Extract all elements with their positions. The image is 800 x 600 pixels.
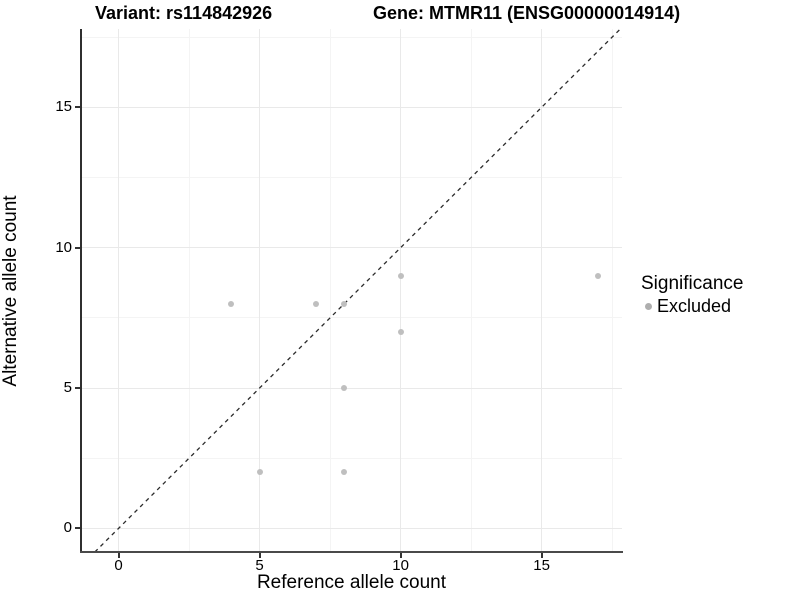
plot-title-variant: Variant: rs114842926 <box>95 3 273 23</box>
x-tick-mark <box>117 553 120 558</box>
x-tick-label: 5 <box>255 557 264 574</box>
legend-item: Excluded <box>641 296 799 316</box>
plot-panel <box>81 28 622 553</box>
data-point <box>341 469 348 476</box>
gridline-major-horizontal <box>81 387 622 389</box>
gridline-minor-vertical <box>329 29 331 552</box>
y-tick-label: 15 <box>55 98 72 116</box>
gridline-minor-vertical <box>188 29 190 552</box>
y-tick-mark <box>75 387 80 390</box>
x-axis-line <box>80 551 623 553</box>
gridline-major-vertical <box>541 29 543 552</box>
data-point <box>397 272 404 279</box>
data-point <box>341 385 348 392</box>
x-tick-label: 0 <box>114 557 123 574</box>
gridline-major-vertical <box>118 29 119 552</box>
gridline-minor-horizontal <box>81 36 622 38</box>
y-tick-label: 0 <box>63 519 72 537</box>
x-tick-mark <box>540 553 543 558</box>
legend-key-dot <box>645 302 652 310</box>
gridline-major-horizontal <box>81 106 622 108</box>
data-point <box>595 272 602 279</box>
y-tick-mark <box>75 527 80 530</box>
legend: Significance Excluded <box>641 272 799 316</box>
gridline-minor-vertical <box>611 29 613 552</box>
data-point <box>341 300 348 307</box>
legend-title: Significance <box>641 273 744 294</box>
x-tick-mark <box>258 553 261 558</box>
y-tick-label: 10 <box>55 238 72 256</box>
y-tick-mark <box>75 246 80 249</box>
identity-line <box>94 28 621 553</box>
x-tick-mark <box>399 553 402 558</box>
x-tick-label: 10 <box>392 557 409 574</box>
gridline-major-horizontal <box>81 527 622 529</box>
gridline-major-vertical <box>400 29 402 552</box>
legend-item-label: Excluded <box>657 296 732 316</box>
x-tick-label: 15 <box>533 557 550 574</box>
data-point <box>397 328 404 335</box>
gridline-minor-horizontal <box>81 177 622 178</box>
legend-items: Excluded <box>641 296 799 316</box>
y-axis-title: Alternative allele count <box>0 195 21 387</box>
gridline-minor-horizontal <box>81 457 622 459</box>
gridline-major-vertical <box>259 29 261 552</box>
y-tick-label: 5 <box>63 379 72 397</box>
y-tick-mark <box>75 106 80 109</box>
x-axis-title: Reference allele count <box>256 572 447 593</box>
gridline-major-horizontal <box>81 247 622 249</box>
gridline-minor-vertical <box>470 29 472 552</box>
data-point <box>256 469 263 476</box>
y-axis-line <box>80 29 82 553</box>
plot-title-gene: Gene: MTMR11 (ENSG00000014914) <box>373 3 681 23</box>
data-point <box>228 300 235 307</box>
gridline-minor-horizontal <box>81 317 622 319</box>
data-point <box>312 300 319 307</box>
